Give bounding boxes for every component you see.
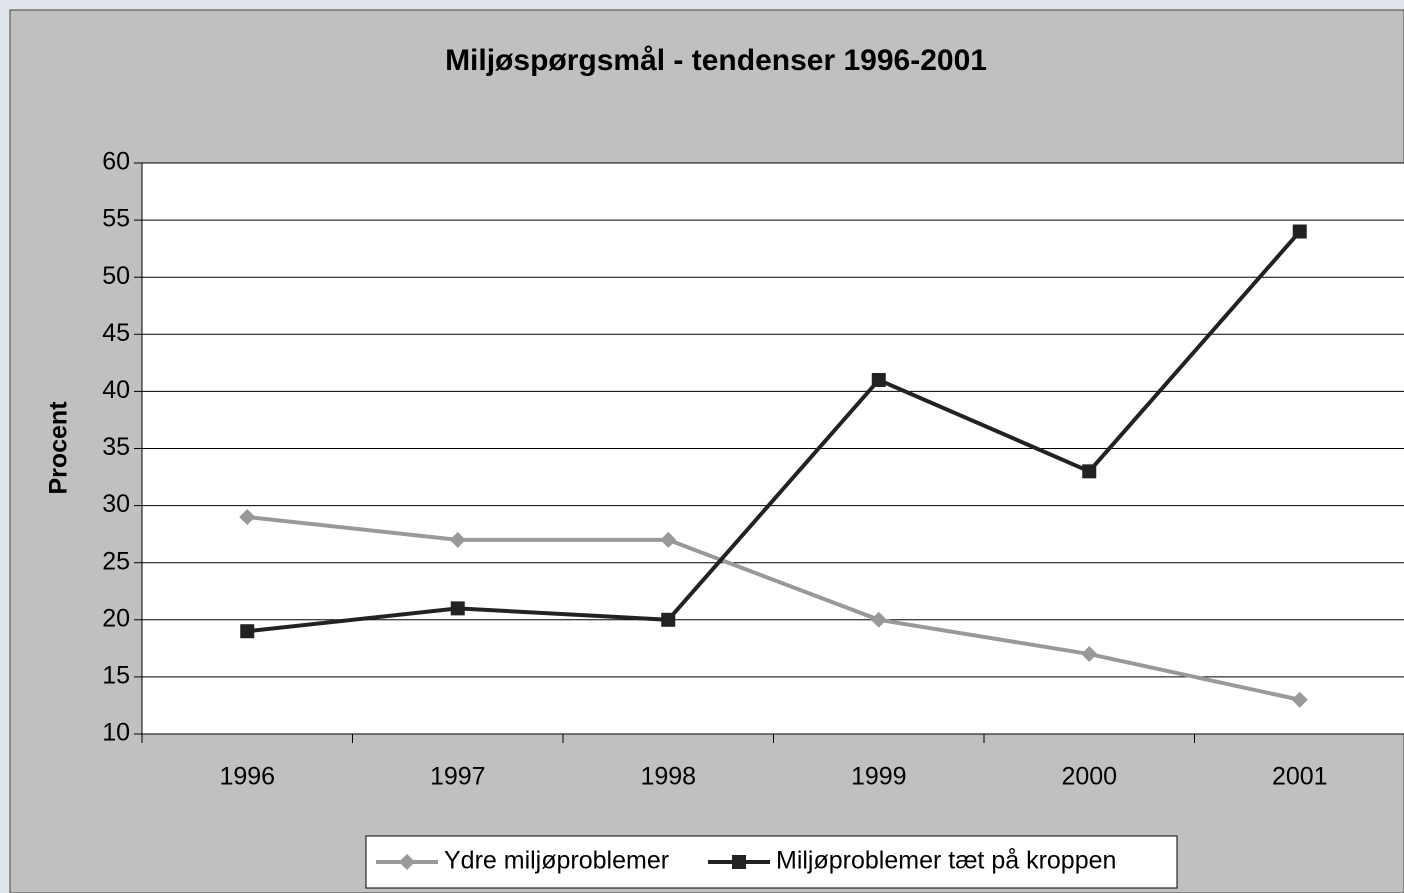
marker <box>1081 646 1098 663</box>
marker <box>871 372 886 387</box>
marker <box>870 611 887 628</box>
legend-marker <box>732 855 746 869</box>
y-tick-label: 35 <box>102 433 130 461</box>
y-tick-label: 20 <box>102 604 130 632</box>
series-line <box>247 515 1301 702</box>
marker <box>240 624 255 639</box>
marker <box>449 531 466 548</box>
y-tick-label: 25 <box>102 547 130 575</box>
y-tick-label: 45 <box>102 319 130 347</box>
y-tick-label: 60 <box>102 148 130 176</box>
y-tick-label: 55 <box>102 205 130 233</box>
marker <box>450 601 465 616</box>
marker <box>1082 464 1097 479</box>
marker <box>660 531 677 548</box>
marker <box>661 612 676 627</box>
x-tick-label: 2000 <box>1061 763 1117 791</box>
y-axis-label: Procent <box>45 401 73 495</box>
x-tick-label: 1996 <box>219 763 275 791</box>
y-tick-label: 30 <box>102 490 130 518</box>
y-tick-label: 10 <box>102 719 130 747</box>
x-tick-label: 1998 <box>640 763 696 791</box>
y-tick-label: 50 <box>102 262 130 290</box>
x-tick-label: 1999 <box>851 763 907 791</box>
marker <box>239 509 256 526</box>
marker <box>1292 224 1307 239</box>
marker <box>1291 691 1308 708</box>
x-tick-label: 1997 <box>430 763 486 791</box>
legend-box <box>365 835 1178 889</box>
chart-title: Miljøspørgsmål - tendenser 1996-2001 <box>445 44 987 77</box>
y-tick-label: 15 <box>102 662 130 690</box>
legend-label: Miljøproblemer tæt på kroppen <box>776 847 1116 875</box>
y-tick-label: 40 <box>102 376 130 404</box>
legend: Ydre miljøproblemer Miljøproblemer tæt på… <box>365 835 1178 889</box>
series-line <box>247 230 1302 634</box>
x-tick-label: 2001 <box>1272 763 1328 791</box>
legend-marker <box>399 854 415 870</box>
legend-label: Ydre miljøproblemer <box>444 847 669 875</box>
